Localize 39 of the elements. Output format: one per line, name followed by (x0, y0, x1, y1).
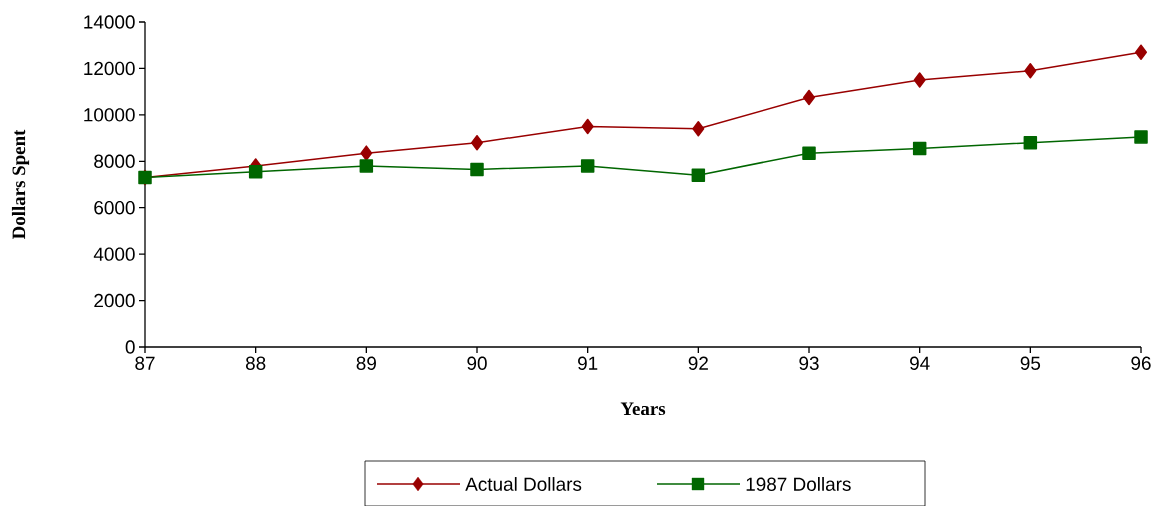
point (470, 162, 484, 177)
point (802, 146, 816, 160)
y-tick-label: 14000 (84, 15, 135, 29)
x-axis-title: Years (620, 402, 666, 416)
y-tick-label: 12000 (84, 61, 135, 76)
point (912, 141, 927, 156)
x-tick-label: 95 (1020, 356, 1041, 370)
x-tick-label: 96 (1131, 356, 1151, 370)
y-tick-label: 6000 (94, 201, 135, 215)
y-tick-label: 4000 (93, 247, 135, 261)
point (803, 89, 815, 106)
point (1024, 63, 1037, 79)
y-tick-label: 8000 (94, 154, 135, 168)
y-tick-label: 10000 (84, 108, 135, 122)
x-tick-label: 87 (135, 356, 155, 370)
point (360, 145, 373, 161)
legend-label: Actual Dollars (465, 477, 582, 491)
point (1134, 130, 1148, 144)
y-axis-title: Dollars Spent (11, 129, 30, 240)
x-tick-label: 90 (467, 356, 487, 370)
y-tick-label: 0 (125, 340, 135, 354)
point (691, 168, 706, 182)
legend-label: 1987 Dollars (746, 477, 851, 491)
x-tick-label: 93 (799, 356, 819, 370)
point (1135, 44, 1148, 60)
point (692, 121, 705, 137)
x-tick-label: 94 (910, 356, 930, 370)
point (581, 118, 594, 135)
x-tick-label: 91 (578, 356, 598, 370)
y-tick-label: 2000 (94, 293, 135, 308)
point (580, 159, 595, 173)
x-tick-label: 88 (245, 356, 266, 370)
point (359, 159, 374, 173)
point (471, 134, 483, 151)
x-tick-label: 89 (356, 356, 376, 370)
point (913, 72, 926, 88)
point (248, 164, 263, 179)
x-tick-label: 92 (688, 356, 708, 370)
point (1023, 135, 1038, 150)
